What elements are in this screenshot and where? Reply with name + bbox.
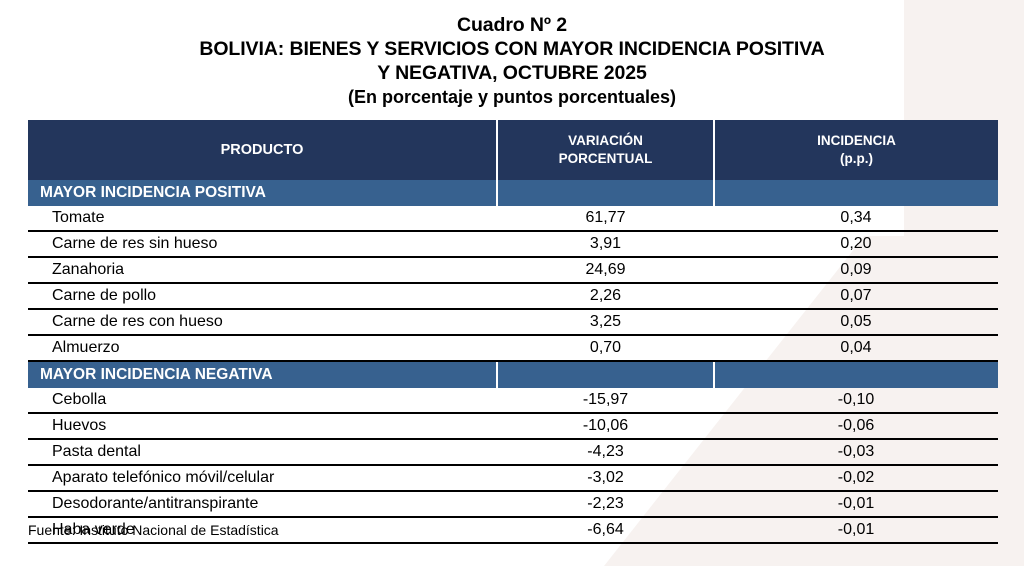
- cell-producto: Carne de pollo: [28, 283, 497, 310]
- table-row: Cebolla -15,97 -0,10: [28, 388, 998, 414]
- cell-incidencia: -0,10: [714, 388, 998, 414]
- column-header-variacion-line1: VARIACIÓN: [568, 133, 643, 148]
- cell-incidencia: -0,06: [714, 413, 998, 440]
- cell-producto: Carne de res con hueso: [28, 309, 497, 336]
- cell-variacion-porcentual: -15,97: [497, 388, 714, 414]
- cell-variacion-porcentual: 61,77: [497, 206, 714, 232]
- column-header-variacion-line2: PORCENTUAL: [558, 151, 653, 166]
- table-row: Carne de res sin hueso 3,91 0,20: [28, 231, 998, 258]
- table-header-row: PRODUCTO VARIACIÓN PORCENTUAL INCIDENCIA…: [28, 120, 998, 180]
- cell-incidencia: 0,05: [714, 309, 998, 336]
- cell-producto: Aparato telefónico móvil/celular: [28, 465, 497, 492]
- section-header-label: MAYOR INCIDENCIA NEGATIVA: [28, 361, 498, 388]
- section-header-label: MAYOR INCIDENCIA POSITIVA: [28, 180, 498, 206]
- cell-incidencia: -0,01: [714, 517, 998, 544]
- source-note: Fuente: Instituto Nacional de Estadístic…: [28, 522, 279, 538]
- cell-producto: Zanahoria: [28, 257, 497, 284]
- cell-variacion-porcentual: -4,23: [497, 439, 714, 466]
- page-subtitle-units: (En porcentaje y puntos porcentuales): [347, 87, 677, 107]
- cell-producto: Haba verde: [28, 517, 497, 544]
- cell-incidencia: 0,34: [714, 206, 998, 232]
- column-header-producto: PRODUCTO: [28, 120, 498, 180]
- section-header-row: MAYOR INCIDENCIA NEGATIVA: [28, 361, 998, 388]
- cell-producto: Tomate: [28, 206, 497, 232]
- table-header: PRODUCTO VARIACIÓN PORCENTUAL INCIDENCIA…: [28, 120, 998, 180]
- cell-incidencia: -0,01: [714, 491, 998, 518]
- cell-variacion-porcentual: 2,26: [497, 283, 714, 310]
- section-header-row: MAYOR INCIDENCIA POSITIVA: [28, 180, 998, 206]
- cell-variacion-porcentual: -3,02: [497, 465, 714, 492]
- cell-variacion-porcentual: -2,23: [497, 491, 714, 518]
- cell-producto: Carne de res sin hueso: [28, 231, 497, 258]
- cell-variacion-porcentual: -6,64: [497, 517, 714, 544]
- table-body: MAYOR INCIDENCIA POSITIVA Tomate 61,77 0,34…: [28, 180, 998, 544]
- cell-incidencia: -0,02: [714, 465, 998, 492]
- cell-variacion-porcentual: -10,06: [497, 413, 714, 440]
- cell-producto: Desodorante/antitranspirante: [28, 491, 497, 518]
- cell-incidencia: 0,07: [714, 283, 998, 310]
- table-row: Carne de res con hueso 3,25 0,05: [28, 309, 998, 336]
- cell-variacion-porcentual: 3,25: [497, 309, 714, 336]
- cell-producto: Cebolla: [28, 388, 497, 414]
- cell-variacion-porcentual: 0,70: [497, 335, 714, 362]
- section-header-spacer-variacion: [496, 361, 715, 388]
- column-header-incidencia: INCIDENCIA (p.p.): [713, 120, 998, 180]
- cell-incidencia: 0,20: [714, 231, 998, 258]
- title-block: Cuadro Nº 2 BOLIVIA: BIENES Y SERVICIOS …: [0, 0, 1024, 110]
- table-row: Huevos -10,06 -0,06: [28, 413, 998, 440]
- table-row: Carne de pollo 2,26 0,07: [28, 283, 998, 310]
- page-title-line-1: BOLIVIA: BIENES Y SERVICIOS CON MAYOR IN…: [199, 38, 825, 60]
- table-row: Tomate 61,77 0,34: [28, 206, 998, 232]
- cell-producto: Pasta dental: [28, 439, 497, 466]
- section-header-spacer-incidencia: [713, 361, 998, 388]
- data-table-container: PRODUCTO VARIACIÓN PORCENTUAL INCIDENCIA…: [28, 120, 998, 544]
- page-title-line-2: Y NEGATIVA, OCTUBRE 2025: [377, 62, 647, 84]
- cell-variacion-porcentual: 3,91: [497, 231, 714, 258]
- cell-producto: Huevos: [28, 413, 497, 440]
- column-header-variacion-porcentual: VARIACIÓN PORCENTUAL: [496, 120, 715, 180]
- section-header-spacer-incidencia: [713, 180, 998, 206]
- table-row: Almuerzo 0,70 0,04: [28, 335, 998, 362]
- table-row: Haba verde -6,64 -0,01: [28, 517, 998, 544]
- cell-producto: Almuerzo: [28, 335, 497, 362]
- cell-incidencia: -0,03: [714, 439, 998, 466]
- column-header-incidencia-line1: INCIDENCIA: [817, 133, 896, 148]
- cell-incidencia: 0,04: [714, 335, 998, 362]
- cell-incidencia: 0,09: [714, 257, 998, 284]
- table-row: Pasta dental -4,23 -0,03: [28, 439, 998, 466]
- cell-variacion-porcentual: 24,69: [497, 257, 714, 284]
- column-header-incidencia-line2: (p.p.): [840, 151, 873, 166]
- incidence-table: PRODUCTO VARIACIÓN PORCENTUAL INCIDENCIA…: [28, 120, 998, 544]
- table-number-title: Cuadro Nº 2: [456, 14, 568, 36]
- table-row: Desodorante/antitranspirante -2,23 -0,01: [28, 491, 998, 518]
- table-row: Aparato telefónico móvil/celular -3,02 -0,…: [28, 465, 998, 492]
- table-row: Zanahoria 24,69 0,09: [28, 257, 998, 284]
- section-header-spacer-variacion: [496, 180, 715, 206]
